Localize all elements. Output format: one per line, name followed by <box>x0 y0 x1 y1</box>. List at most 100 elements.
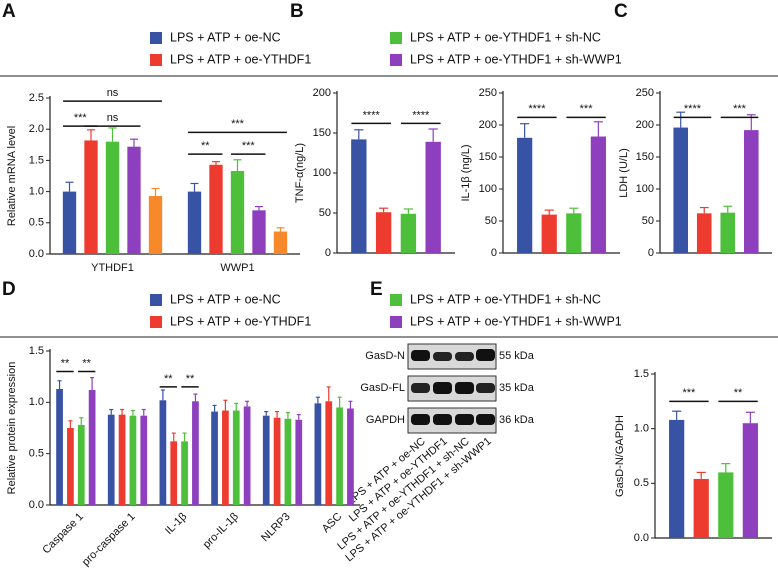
y-tick-label: 0 <box>325 247 331 259</box>
x-tick-label: YTHDF1 <box>91 262 134 274</box>
significance-label: **** <box>684 103 702 115</box>
x-tick-label: pro-IL-1β <box>201 511 241 551</box>
error-bar <box>130 409 135 416</box>
error-bar <box>520 123 530 138</box>
western-blot <box>407 343 497 434</box>
legend-label: LPS + ATP + oe-YTHDF1 <box>170 52 311 66</box>
y-tick-label: 1.0 <box>29 396 44 408</box>
bar <box>425 141 441 253</box>
error-bar <box>57 380 62 389</box>
blot-band <box>476 383 495 393</box>
error-bar <box>255 205 263 211</box>
y-tick-label: 250 <box>636 87 654 99</box>
error-bar <box>109 408 114 415</box>
error-bar <box>544 209 554 215</box>
y-tick-label: 100 <box>479 183 497 195</box>
legend-swatch <box>150 294 162 306</box>
blot-marker: 35 kDa <box>499 382 535 394</box>
error-bar <box>354 129 364 140</box>
error-bar <box>403 208 413 214</box>
panel-label: B <box>290 1 304 22</box>
y-tick-label: 1.5 <box>29 345 44 357</box>
x-tick-label: Caspase 1 <box>40 511 86 557</box>
error-bar <box>108 127 117 142</box>
error-bar <box>87 129 95 141</box>
panel-label: E <box>370 279 383 300</box>
error-bar <box>696 471 706 479</box>
error-bar <box>212 404 217 412</box>
blot-marker: 36 kDa <box>499 414 535 426</box>
bar <box>192 401 199 505</box>
y-tick-label: 150 <box>313 127 331 139</box>
error-bar <box>723 205 733 213</box>
y-tick-label: 0.0 <box>29 248 44 260</box>
error-bar <box>190 182 199 192</box>
bar <box>230 171 245 254</box>
bar <box>336 407 343 505</box>
y-tick-label: 50 <box>319 207 331 219</box>
significance-label: *** <box>580 103 594 115</box>
legend-swatch <box>390 54 402 66</box>
bar <box>347 408 354 505</box>
error-bar <box>337 396 342 408</box>
significance-label: *** <box>683 387 697 399</box>
x-tick-label: ASC <box>320 511 345 536</box>
legend-swatch <box>390 316 402 328</box>
bar <box>170 441 178 505</box>
error-bar <box>68 420 73 428</box>
y-tick-label: 1.0 <box>634 423 649 435</box>
error-bar <box>745 411 755 424</box>
significance-label: ** <box>61 357 70 369</box>
bar <box>107 414 115 505</box>
blot-band <box>411 350 430 361</box>
y-tick-label: 1.5 <box>29 154 44 166</box>
bar <box>325 401 333 505</box>
legend-swatch <box>150 32 162 44</box>
blot-marker: 55 kDa <box>499 350 535 362</box>
bar <box>351 139 367 253</box>
error-bar <box>672 410 682 420</box>
legend-swatch <box>390 294 402 306</box>
error-bar <box>593 121 603 137</box>
error-bar <box>90 377 95 391</box>
legend-label: LPS + ATP + oe-YTHDF1 + sh-NC <box>410 30 601 44</box>
bar <box>211 411 218 505</box>
panel-label: D <box>2 279 16 300</box>
error-bar <box>699 206 709 214</box>
legend-label: LPS + ATP + oe-NC <box>170 292 281 306</box>
y-tick-label: 100 <box>636 183 654 195</box>
bar <box>517 137 533 253</box>
significance-label: ** <box>186 373 195 385</box>
y-tick-label: 1.0 <box>29 186 44 198</box>
error-bar <box>212 161 220 165</box>
y-tick-label: 2.5 <box>29 92 44 104</box>
significance-label: *** <box>242 140 256 152</box>
error-bar <box>141 408 146 416</box>
error-bar <box>676 111 686 128</box>
y-axis-label: Relative protein expression <box>6 362 18 495</box>
y-axis-label: Relative mRNA level <box>6 126 18 226</box>
y-tick-label: 150 <box>479 151 497 163</box>
y-tick-label: 0.0 <box>29 499 44 511</box>
error-bar <box>285 412 290 419</box>
significance-label: *** <box>74 112 88 124</box>
blot-band <box>476 414 495 425</box>
bar <box>590 136 606 253</box>
error-bar <box>223 399 228 411</box>
bar <box>314 403 322 505</box>
blot-band <box>455 352 474 361</box>
error-bar <box>182 432 187 442</box>
error-bar <box>65 181 74 192</box>
error-bar <box>160 389 165 401</box>
bar <box>743 130 759 253</box>
significance-label: ** <box>201 140 210 152</box>
bar <box>77 424 85 505</box>
blot-band <box>455 414 474 425</box>
y-tick-label: 0.5 <box>29 448 44 460</box>
y-tick-label: 0 <box>491 247 497 259</box>
bar <box>273 417 281 505</box>
bar <box>566 213 582 253</box>
significance-label: ns <box>107 87 119 99</box>
